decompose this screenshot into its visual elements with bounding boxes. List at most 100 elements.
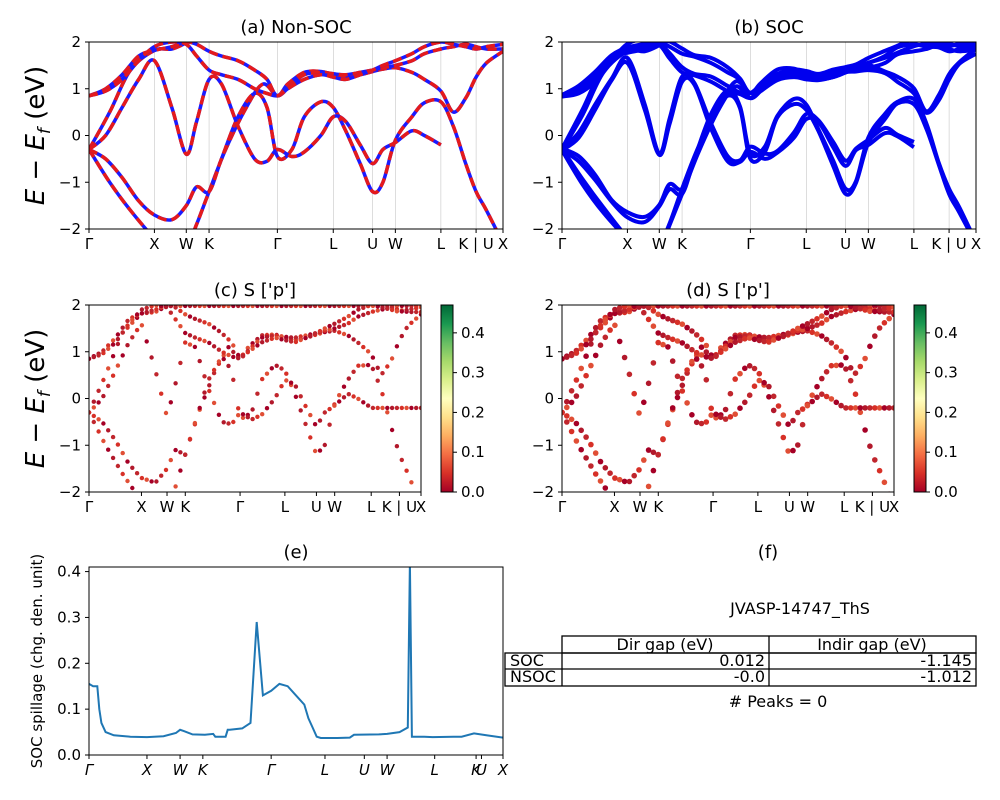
x-tick-label: W xyxy=(800,498,815,516)
band-dot xyxy=(698,363,705,369)
band-dot xyxy=(96,417,101,422)
x-tick-label: U xyxy=(359,761,370,779)
band-dot xyxy=(564,404,570,411)
band-dot xyxy=(602,317,609,323)
band-dot xyxy=(202,374,207,379)
band-dot xyxy=(89,410,92,415)
band-dot xyxy=(216,305,222,309)
band-dot xyxy=(216,347,222,352)
band-dot xyxy=(857,409,864,416)
band-dot xyxy=(173,484,178,489)
band-dot xyxy=(231,377,236,382)
band-dot xyxy=(183,452,188,457)
band-dot xyxy=(226,337,231,342)
panel-b-title: (b) SOC xyxy=(734,17,803,38)
band-dot xyxy=(226,305,231,309)
band-dot xyxy=(89,356,92,361)
band-dot xyxy=(568,428,575,435)
x-tick-label: W xyxy=(861,235,876,253)
band-dot xyxy=(751,365,758,372)
band-dot xyxy=(337,399,342,404)
band-dot xyxy=(375,305,380,309)
band-dot xyxy=(197,358,202,364)
band-dot xyxy=(274,305,279,309)
band-dot xyxy=(332,305,337,309)
band-dot xyxy=(847,305,854,310)
band-dot xyxy=(578,383,584,389)
band-dot xyxy=(641,457,647,463)
band-dot xyxy=(689,358,695,365)
band-dot xyxy=(226,345,231,350)
y-tick-label: 0.1 xyxy=(57,700,81,718)
band-dot xyxy=(693,356,700,362)
band-dot xyxy=(568,399,575,406)
band-dot xyxy=(737,337,743,344)
band-dot xyxy=(756,337,763,344)
band-line-dashed xyxy=(89,42,188,151)
band-dot xyxy=(211,325,217,330)
band-dot xyxy=(588,336,594,342)
band-dot xyxy=(621,307,628,314)
band-dot xyxy=(746,363,753,369)
band-dot xyxy=(761,338,767,345)
band-dot xyxy=(308,333,313,339)
band-dot xyxy=(809,392,815,399)
band-dot xyxy=(886,405,892,411)
band-dot xyxy=(399,305,404,309)
band-dot xyxy=(568,416,575,423)
y-tick-label: −1 xyxy=(59,173,81,191)
band-dot xyxy=(409,480,414,485)
x-tick-label: K xyxy=(471,761,482,779)
band-dot xyxy=(669,358,676,364)
x-tick-label: U xyxy=(311,498,322,516)
band-dot xyxy=(308,435,313,440)
band-dot xyxy=(115,341,121,347)
band-dot xyxy=(211,367,217,373)
band-dot xyxy=(833,312,840,318)
band-dot xyxy=(785,305,791,309)
colorbar-tick-label: 0.1 xyxy=(461,443,485,461)
band-dot xyxy=(693,419,700,426)
band-dot xyxy=(418,309,421,315)
x-tick-label: X xyxy=(416,498,426,516)
band-dot xyxy=(101,438,106,444)
band-dot xyxy=(91,354,97,360)
row-nsoc-label: NSOC xyxy=(510,667,556,686)
band-dot xyxy=(650,449,657,456)
band-dot xyxy=(679,388,686,394)
y-tick-label: 1 xyxy=(544,80,554,98)
band-dot xyxy=(361,344,366,350)
band-dot xyxy=(101,393,106,399)
band-dot xyxy=(211,344,217,349)
band-dot xyxy=(790,447,796,454)
band-dot xyxy=(187,314,193,319)
band-dot xyxy=(770,393,777,400)
band-dot xyxy=(592,471,599,477)
band-dot xyxy=(732,339,738,346)
band-dot xyxy=(708,305,714,309)
band-dot xyxy=(660,436,666,442)
band-dot xyxy=(588,463,594,469)
band-dot xyxy=(130,485,135,491)
row-nsoc-dir: -0.0 xyxy=(734,667,765,686)
x-tick-label: W xyxy=(388,235,403,253)
band-dot xyxy=(708,412,714,419)
band-dot xyxy=(592,450,599,456)
band-dot xyxy=(833,344,840,350)
band-dot xyxy=(722,406,729,413)
band-dot xyxy=(202,338,207,344)
band-dot xyxy=(341,322,347,328)
band-dot xyxy=(814,383,820,390)
band-dot xyxy=(876,405,883,411)
band-dot xyxy=(183,340,188,345)
band-dot xyxy=(279,366,284,371)
band-dot xyxy=(187,333,193,338)
band-dot xyxy=(288,339,294,344)
band-dot xyxy=(727,414,734,420)
band-dot xyxy=(317,418,323,423)
band-dot xyxy=(221,305,226,309)
band-dot xyxy=(862,427,868,433)
band-dot xyxy=(838,402,844,409)
